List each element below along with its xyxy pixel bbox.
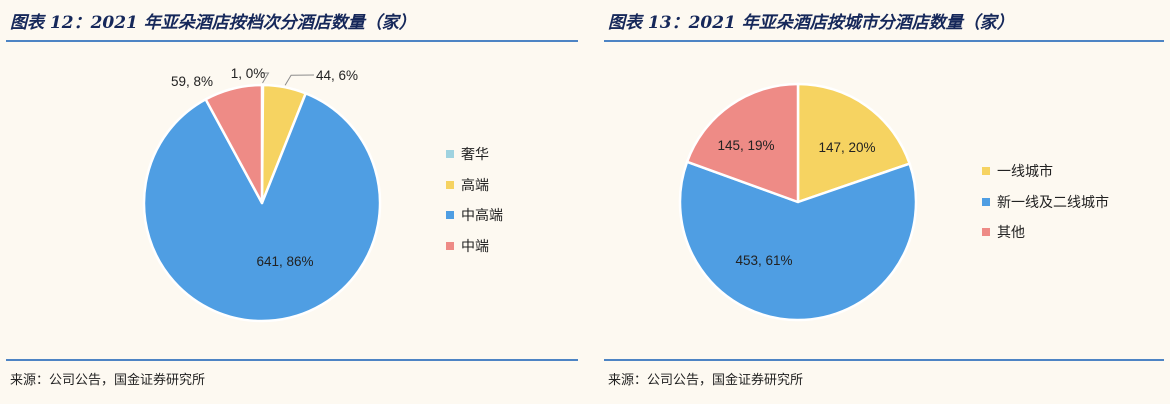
legend-label: 一线城市 xyxy=(997,164,1053,181)
legend-item: 奢华 xyxy=(446,139,503,170)
pie-slice xyxy=(678,160,918,322)
legend-item: 中高端 xyxy=(446,200,503,231)
chart-legend: 一线城市新一线及二线城市 其他 xyxy=(982,156,1109,248)
chart-panel-right: 图表 13：2021 年亚朵酒店按城市分酒店数量（家） 147, 20% 453,… xyxy=(598,0,1170,404)
source-note: 来源：公司公告，国金证券研究所 xyxy=(10,373,206,388)
label-leader-line xyxy=(284,74,315,86)
legend-label: 其他 xyxy=(997,225,1025,242)
pie-slice xyxy=(142,92,382,323)
source-note: 来源：公司公告，国金证券研究所 xyxy=(608,373,804,388)
legend-item: 新一线及二线城市 xyxy=(982,187,1109,218)
title-divider xyxy=(604,40,1164,42)
pie-slice xyxy=(204,83,264,205)
legend-item: 高端 xyxy=(446,170,503,201)
legend-swatch xyxy=(982,167,990,176)
legend-swatch xyxy=(982,197,990,206)
data-label: 641, 86% xyxy=(256,254,313,269)
legend-item: 中端 xyxy=(446,231,503,262)
legend-swatch xyxy=(446,180,454,189)
legend-label: 中端 xyxy=(461,238,489,255)
data-label: 59, 8% xyxy=(171,74,213,89)
legend-label: 高端 xyxy=(461,177,489,194)
legend-item: 其他 xyxy=(982,217,1109,248)
legend-label: 中高端 xyxy=(461,208,503,225)
pie-chart-by-city: 147, 20% 453, 61% 145, 19% xyxy=(678,82,918,322)
chart-panel-left: 图表 12：2021 年亚朵酒店按档次分酒店数量（家） 1, 0% 44, 6% 6… xyxy=(0,0,584,404)
chart-legend: 奢华 高端 中高端 中端 xyxy=(446,139,503,261)
data-label: 147, 20% xyxy=(818,140,875,155)
legend-item: 一线城市 xyxy=(982,156,1109,187)
pie-slice xyxy=(685,82,800,204)
data-label: 453, 61% xyxy=(735,253,792,268)
legend-label: 奢华 xyxy=(461,147,489,164)
label-leader-line xyxy=(262,72,270,84)
pie-chart-by-tier: 1, 0% 44, 6% 641, 86% 59, 8% xyxy=(142,66,382,323)
source-divider xyxy=(6,359,578,361)
title-divider xyxy=(6,40,578,42)
legend-swatch xyxy=(446,150,454,159)
source-divider xyxy=(604,359,1164,361)
chart-title: 图表 12：2021 年亚朵酒店按档次分酒店数量（家） xyxy=(10,13,416,33)
data-label: 1, 0% xyxy=(231,66,266,81)
data-label: 44, 6% xyxy=(316,68,358,83)
legend-label: 新一线及二线城市 xyxy=(997,194,1109,211)
data-label: 145, 19% xyxy=(717,138,774,153)
legend-swatch xyxy=(982,228,990,237)
legend-swatch xyxy=(446,241,454,250)
chart-title: 图表 13：2021 年亚朵酒店按城市分酒店数量（家） xyxy=(608,13,1014,33)
legend-swatch xyxy=(446,211,454,220)
